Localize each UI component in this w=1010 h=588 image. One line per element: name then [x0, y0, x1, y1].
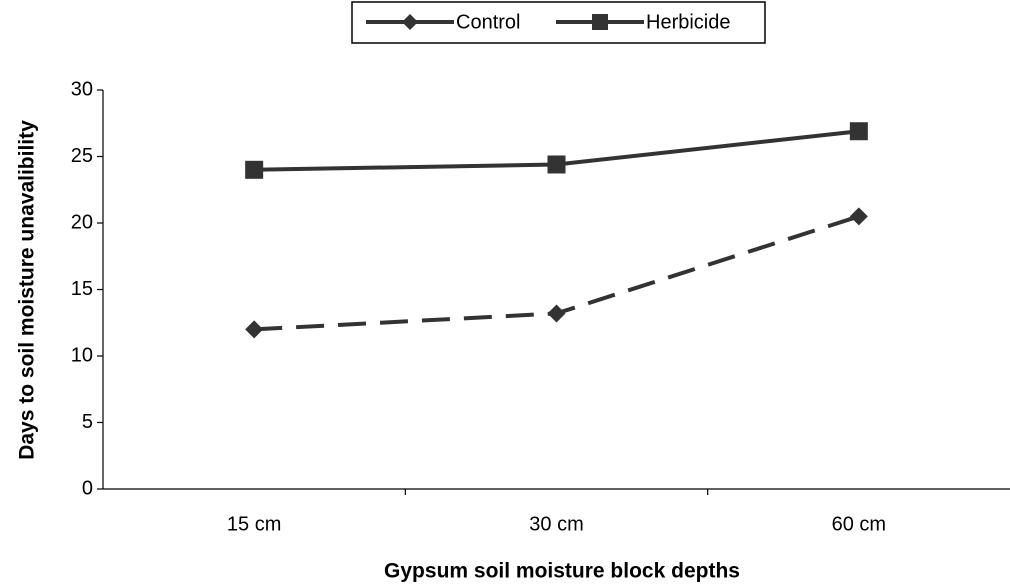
y-tick-label: 0: [82, 477, 93, 499]
y-tick-label: 5: [82, 411, 93, 433]
x-axis-label: Gypsum soil moisture block depths: [384, 560, 740, 583]
legend-label: Control: [456, 11, 520, 33]
legend-label: Herbicide: [646, 11, 730, 33]
marker: [849, 122, 868, 141]
y-axis-label: Days to soil moisture unavalibility: [16, 120, 39, 460]
marker: [245, 320, 264, 339]
marker: [592, 14, 608, 30]
marker: [547, 155, 566, 174]
marker: [402, 14, 418, 30]
y-tick-label: 25: [71, 145, 93, 167]
marker: [547, 304, 566, 323]
marker: [849, 207, 868, 226]
y-tick-label: 30: [71, 78, 93, 100]
x-tick-label: 60 cm: [832, 513, 886, 535]
x-tick-label: 15 cm: [227, 513, 281, 535]
x-tick-label: 30 cm: [529, 513, 583, 535]
y-tick-label: 15: [71, 278, 93, 300]
y-tick-label: 20: [71, 211, 93, 233]
marker: [245, 160, 264, 179]
y-tick-label: 10: [71, 344, 93, 366]
